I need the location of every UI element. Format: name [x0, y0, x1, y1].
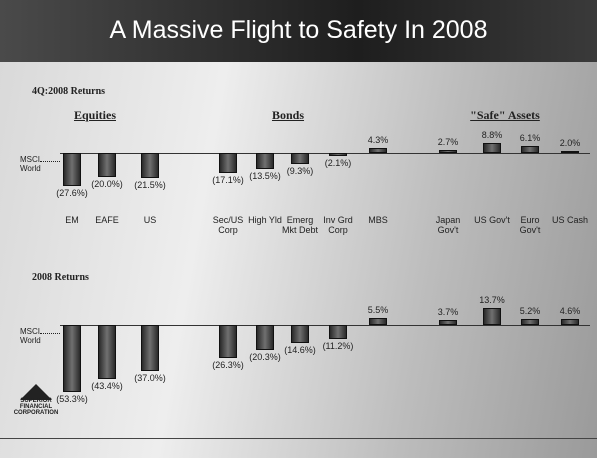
value-label: 13.7%: [479, 294, 505, 305]
bar: [291, 153, 309, 165]
value-label: (43.4%): [91, 381, 123, 392]
bar: [483, 143, 501, 154]
value-label: 2.0%: [559, 138, 581, 148]
bar: [329, 153, 347, 156]
category-label: MBS: [368, 215, 388, 225]
bar: [141, 325, 159, 372]
category-label: US Gov't: [474, 215, 510, 225]
annotation-line: [40, 161, 60, 163]
category-label: EM: [65, 215, 79, 225]
bar: [561, 151, 579, 154]
value-label: (9.3%): [286, 166, 314, 177]
value-label: 5.5%: [367, 305, 389, 316]
category-label: Emerg Mkt Debt: [281, 215, 318, 235]
category-label: Japan Gov't: [435, 215, 461, 235]
value-label: (27.6%): [56, 187, 88, 198]
value-label: (11.2%): [322, 341, 354, 351]
value-label: (17.1%): [212, 175, 244, 186]
logo: SUPERIOR FINANCIAL CORPORATION: [13, 398, 59, 416]
rule: [0, 438, 597, 439]
category-label: Inv Grd Corp: [323, 215, 353, 235]
value-label: 3.7%: [437, 307, 459, 318]
logo-icon: [20, 384, 52, 400]
chart-title: 4Q:2008 Returns: [32, 86, 106, 97]
category-label: Sec/US Corp: [212, 215, 244, 235]
value-label: (53.3%): [56, 393, 88, 404]
value-label: (21.5%): [134, 180, 166, 191]
baseline: [60, 325, 590, 326]
bar: [439, 320, 457, 325]
value-label: 4.3%: [367, 135, 389, 146]
category-label: US: [143, 215, 157, 225]
value-label: 2.7%: [437, 137, 459, 148]
value-label: (2.1%): [324, 157, 352, 168]
category-label: High Yld: [248, 215, 282, 225]
group-header: Equities: [73, 108, 116, 122]
baseline: [60, 153, 590, 155]
value-label: (37.0%): [134, 373, 166, 384]
bar: [63, 325, 81, 392]
bar: [561, 319, 579, 325]
value-label: 6.1%: [519, 133, 541, 144]
annotation: MSCI World: [20, 327, 41, 345]
annotation-line: [40, 333, 60, 334]
chart-title: 2008 Returns: [32, 272, 89, 283]
bar: [98, 153, 116, 177]
bar: [141, 153, 159, 179]
bar: [291, 325, 309, 344]
group-header: "Safe" Assets: [470, 108, 540, 122]
bar: [219, 325, 237, 358]
value-label: (14.6%): [284, 345, 316, 356]
annotation: MSCI World: [20, 155, 41, 174]
bar: [63, 153, 81, 186]
title-bar: [0, 0, 597, 62]
bar: [483, 307, 501, 325]
category-label: Euro Gov't: [519, 215, 541, 235]
bar: [219, 153, 237, 174]
value-label: (20.0%): [91, 178, 123, 189]
bar: [256, 325, 274, 351]
value-label: (26.3%): [212, 359, 244, 370]
value-label: 5.2%: [519, 305, 541, 316]
bar: [439, 150, 457, 154]
slide-title: A Massive Flight to Safety In 2008: [109, 16, 488, 44]
bar: [98, 325, 116, 380]
bar: [521, 318, 539, 325]
bar: [369, 148, 387, 154]
bar: [256, 153, 274, 170]
bar: [369, 318, 387, 325]
bar: [329, 325, 347, 339]
value-label: (13.5%): [249, 171, 281, 182]
value-label: 4.6%: [559, 306, 581, 317]
category-label: US Cash: [551, 215, 588, 225]
group-header: Bonds: [271, 108, 305, 122]
category-label: EAFE: [95, 215, 119, 225]
bar: [521, 146, 539, 154]
value-label: (20.3%): [249, 352, 281, 363]
value-label: 8.8%: [481, 130, 503, 141]
